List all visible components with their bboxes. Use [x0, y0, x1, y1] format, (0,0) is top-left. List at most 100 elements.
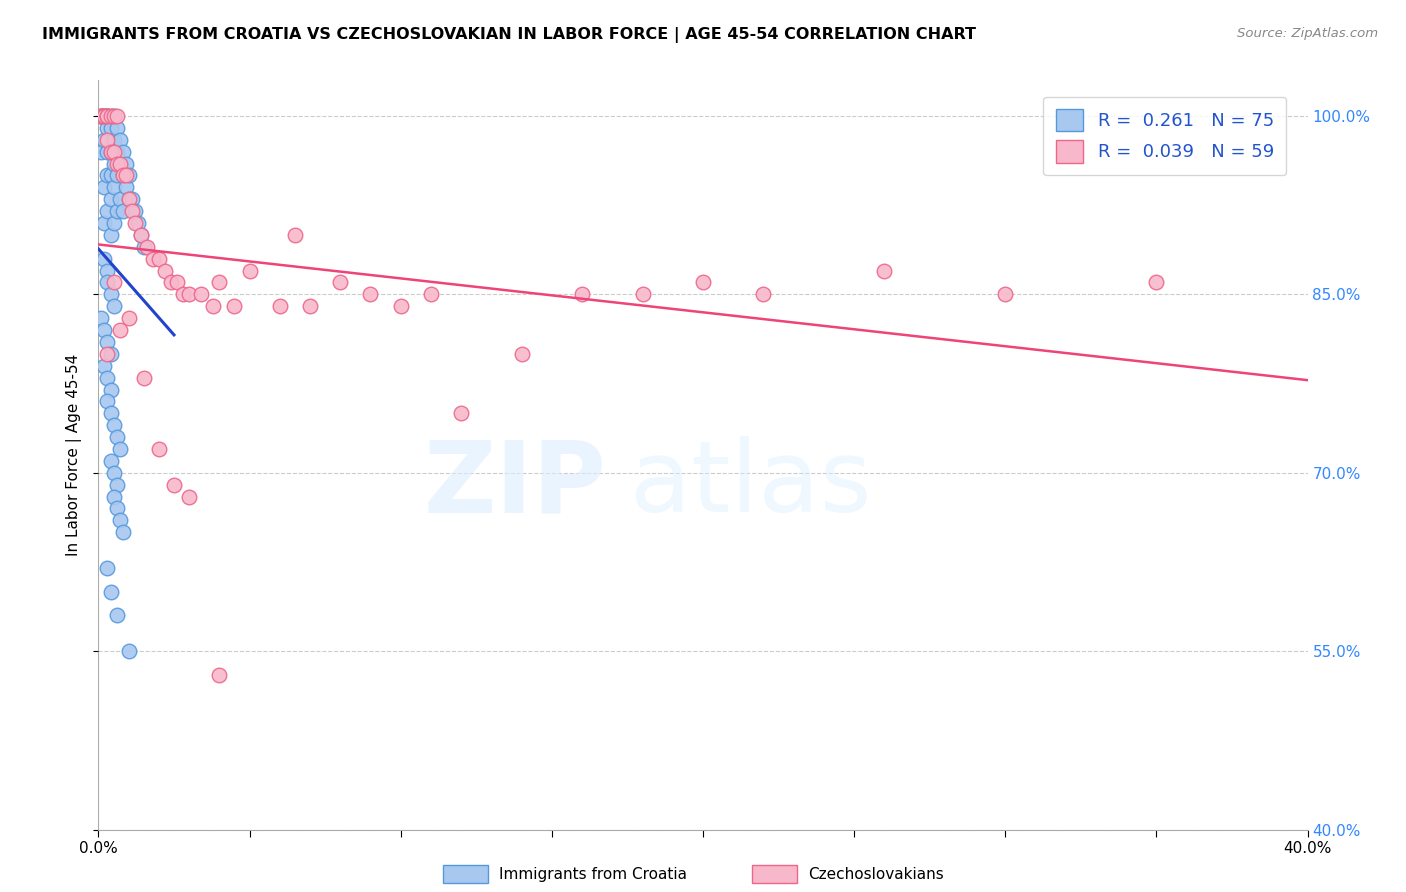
Point: [118, 311, 141, 326]
Point: [108, 156, 131, 170]
Point: [100, 120, 122, 135]
Point: [172, 287, 194, 301]
Point: [90, 145, 112, 159]
Point: [103, 490, 125, 504]
Point: [994, 287, 1017, 301]
Point: [100, 145, 122, 159]
Point: [202, 299, 225, 313]
Point: [132, 370, 155, 384]
Point: [96, 109, 118, 123]
Point: [153, 263, 176, 277]
Point: [163, 477, 186, 491]
Point: [124, 216, 146, 230]
Point: [96, 109, 118, 123]
Point: [103, 109, 125, 123]
Point: [105, 156, 128, 170]
Point: [118, 644, 141, 658]
Point: [111, 145, 134, 159]
Point: [96, 109, 118, 123]
Point: [208, 668, 231, 682]
Point: [100, 584, 122, 599]
Point: [111, 169, 134, 183]
Legend: R =  0.261   N = 75, R =  0.039   N = 59: R = 0.261 N = 75, R = 0.039 N = 59: [1043, 97, 1286, 175]
Point: [96, 370, 118, 384]
Point: [179, 287, 201, 301]
Point: [105, 477, 128, 491]
Point: [103, 216, 125, 230]
Point: [160, 276, 183, 290]
Point: [105, 608, 128, 623]
Point: [105, 120, 128, 135]
Point: [111, 169, 134, 183]
Point: [96, 263, 118, 277]
Point: [360, 287, 382, 301]
Point: [103, 109, 125, 123]
Point: [239, 263, 262, 277]
Point: [90, 311, 112, 326]
Point: [93, 216, 115, 230]
Point: [108, 323, 131, 337]
Point: [571, 287, 593, 301]
Point: [96, 204, 118, 219]
Point: [510, 347, 533, 361]
Point: [692, 276, 714, 290]
Point: [103, 418, 125, 433]
Point: [100, 192, 122, 206]
Point: [96, 109, 118, 123]
Point: [190, 287, 212, 301]
Point: [96, 120, 118, 135]
Point: [111, 204, 134, 219]
Point: [450, 406, 472, 420]
Point: [105, 204, 128, 219]
Point: [1144, 276, 1167, 290]
Point: [103, 133, 125, 147]
Point: [93, 109, 115, 123]
Point: [93, 359, 115, 373]
Point: [121, 204, 143, 219]
Point: [96, 109, 118, 123]
Point: [114, 169, 136, 183]
Point: [135, 240, 157, 254]
Point: [103, 145, 125, 159]
Point: [100, 145, 122, 159]
Point: [631, 287, 654, 301]
Point: [105, 145, 128, 159]
Point: [93, 323, 115, 337]
Point: [90, 109, 112, 123]
Point: [93, 180, 115, 194]
Point: [103, 276, 125, 290]
Point: [208, 276, 231, 290]
Point: [299, 299, 322, 313]
Point: [90, 109, 112, 123]
Point: [100, 227, 122, 242]
Point: [100, 406, 122, 420]
Point: [752, 287, 775, 301]
Point: [93, 109, 115, 123]
Point: [100, 169, 122, 183]
Point: [148, 442, 170, 456]
Point: [108, 442, 131, 456]
Point: [103, 180, 125, 194]
Point: [166, 276, 188, 290]
Point: [105, 109, 128, 123]
Point: [269, 299, 291, 313]
Point: [100, 383, 122, 397]
Point: [108, 513, 131, 527]
Point: [103, 299, 125, 313]
Text: Source: ZipAtlas.com: Source: ZipAtlas.com: [1237, 27, 1378, 40]
Text: atlas: atlas: [630, 436, 872, 533]
Point: [118, 192, 141, 206]
Point: [96, 133, 118, 147]
Point: [100, 287, 122, 301]
Point: [90, 109, 112, 123]
Point: [148, 252, 170, 266]
Point: [873, 263, 896, 277]
Point: [124, 204, 146, 219]
Point: [93, 133, 115, 147]
Point: [108, 133, 131, 147]
Point: [100, 347, 122, 361]
Point: [108, 192, 131, 206]
Point: [90, 109, 112, 123]
Point: [93, 109, 115, 123]
Text: Czechoslovakians: Czechoslovakians: [808, 867, 945, 881]
